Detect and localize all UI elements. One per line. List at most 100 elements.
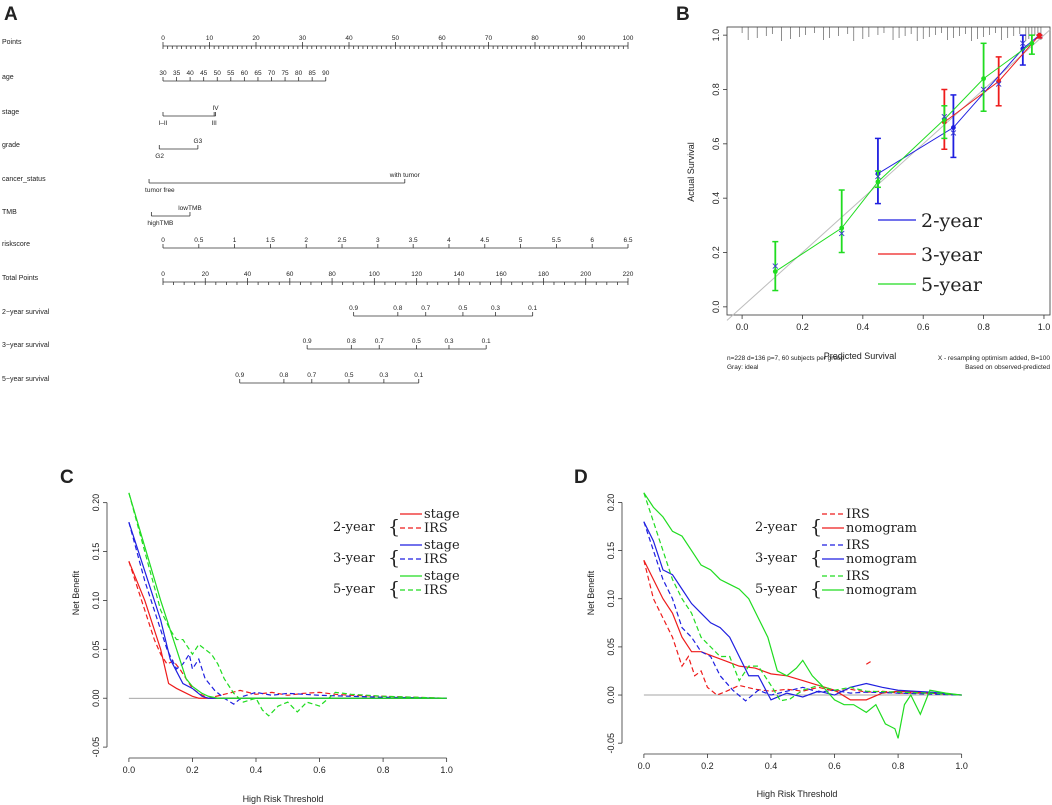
d-legend-brace: { (810, 547, 822, 569)
b-x-tick-label: 0.8 (977, 322, 990, 332)
b-series-line-5-year (775, 42, 1033, 272)
nomogram-tick-label: 65 (254, 70, 262, 77)
c-legend-brace: { (388, 578, 400, 600)
d-x-tick-label: 1.0 (955, 761, 968, 771)
b-footnote-right-2: Based on observed-predicted (965, 364, 1050, 371)
c-x-tick-label: 0.4 (250, 765, 263, 775)
nomogram-tick-label: 4.5 (480, 237, 489, 244)
b-footnote-left-2: Gray: ideal (727, 364, 759, 371)
b-y-tick-label: 0.4 (711, 192, 721, 205)
nomogram-tick-label: 0.7 (307, 372, 316, 379)
nomogram-tick-label: 20 (202, 271, 210, 278)
nomogram-tick-label: 60 (438, 35, 446, 42)
nomogram-tick-label: 4 (447, 237, 451, 244)
nomogram-tick-label: 0.9 (303, 338, 312, 345)
d-legend-group-label: 5-year (755, 582, 797, 597)
nomogram-row-label: 3−year survival (2, 342, 50, 349)
c-x-tick-label: 0.0 (123, 765, 136, 775)
b-optimism-cross (838, 230, 845, 237)
calibration-panel: Actual Survival Predicted Survival n=228… (686, 26, 1051, 371)
nomogram-tick-label: 100 (369, 271, 380, 278)
b-point (1037, 32, 1042, 38)
c-y-tick-label: -0.05 (91, 737, 101, 758)
nomogram-tick-label: 0.9 (349, 305, 358, 312)
dca-nomogram-panel: Net Benefit High Risk Threshold 0.0 0.2 0.… (586, 492, 968, 799)
b-optimism-cross (980, 86, 987, 93)
nomogram-tick-label: G3 (194, 138, 203, 145)
d-legend-item: nomogram (846, 583, 917, 598)
nomogram-tick-label: 120 (411, 271, 422, 278)
d-legend-brace: { (810, 578, 822, 600)
c-legend-item: stage (424, 538, 460, 553)
nomogram-tick-label: 100 (623, 35, 634, 42)
nomogram-tick-label: lowTMB (178, 205, 201, 212)
d-y-tick-label: 0.10 (606, 590, 616, 608)
nomogram-tick-label: 40 (186, 70, 194, 77)
b-y-tick-label: 0.2 (711, 246, 721, 259)
panel-label-c: C (60, 467, 74, 488)
nomogram-tick-label: 70 (485, 35, 493, 42)
c-y-axis-label: Net Benefit (71, 570, 81, 615)
nomogram-tick-label: 80 (295, 70, 303, 77)
nomogram-tick-label: 60 (286, 271, 294, 278)
c-y-tick-label: 0.00 (91, 689, 101, 707)
b-plot-box (726, 26, 1051, 316)
b-x-axis-label: Predicted Survival (824, 351, 897, 361)
c-y-tick-label: 0.20 (91, 494, 101, 512)
b-x-tick-label: 0.4 (857, 322, 870, 332)
nomogram-tick-label: III (211, 120, 217, 127)
c-x-axis-label: High Risk Threshold (243, 794, 324, 804)
c-series-2-year-IRS (128, 561, 447, 699)
c-legend-item: stage (424, 569, 460, 584)
nomogram-tick-label: 160 (496, 271, 507, 278)
nomogram-tick-label: 0.1 (414, 372, 423, 379)
b-x-tick-label: 0.2 (796, 322, 809, 332)
nomogram-tick-label: 0.5 (412, 338, 421, 345)
nomogram-tick-label: 0.8 (393, 305, 402, 312)
nomogram-tick-label: highTMB (147, 220, 173, 227)
d-stray-segment (866, 659, 873, 665)
b-legend-label: 3-year (921, 244, 983, 266)
nomogram-tick-label: 30 (159, 70, 167, 77)
d-x-tick-label: 0.4 (765, 761, 778, 771)
nomogram-tick-label: 0.5 (458, 305, 467, 312)
nomogram-row-label: TMB (2, 209, 17, 216)
nomogram-row-label: Total Points (2, 275, 39, 282)
nomogram-tick-label: 3 (376, 237, 380, 244)
c-series-3-year-stage (128, 522, 447, 699)
d-series-2-year-IRS (643, 560, 962, 696)
nomogram-tick-label: 45 (200, 70, 208, 77)
b-y-tick-label: 1.0 (711, 29, 721, 42)
b-optimism-cross (772, 263, 779, 269)
nomogram-tick-label: 6.5 (623, 237, 632, 244)
c-x-tick-label: 0.6 (313, 765, 326, 775)
b-point (996, 78, 1002, 84)
nomogram-row-label: grade (2, 142, 20, 149)
nomogram-tick-label: 70 (268, 70, 276, 77)
b-optimism-cross (1020, 40, 1026, 47)
nomogram-tick-label: 140 (453, 271, 464, 278)
nomogram-row-label: riskscore (2, 241, 30, 248)
d-legend-item: IRS (846, 569, 870, 584)
d-x-tick-label: 0.8 (892, 761, 905, 771)
nomogram-tick-label: 20 (252, 35, 260, 42)
panel-label-b: B (676, 4, 690, 25)
d-y-axis-label: Net Benefit (586, 570, 596, 615)
d-y-tick-label: 0.00 (606, 686, 616, 704)
nomogram-tick-label: 200 (580, 271, 591, 278)
c-y-tick-label: 0.15 (91, 543, 101, 561)
c-legend-brace: { (388, 547, 400, 569)
nomogram-tick-label: 0.7 (375, 338, 384, 345)
nomogram-tick-label: 90 (322, 70, 330, 77)
d-legend-item: nomogram (846, 552, 917, 567)
nomogram-tick-label: 90 (578, 35, 586, 42)
b-optimism-cross (941, 113, 948, 120)
nomogram-tick-label: 50 (214, 70, 222, 77)
panel-label-a: A (4, 4, 18, 25)
nomogram-tick-label: 80 (531, 35, 539, 42)
c-series-5-year-IRS (128, 492, 447, 717)
nomogram-tick-label: 55 (227, 70, 235, 77)
d-y-tick-label: 0.15 (606, 542, 616, 560)
